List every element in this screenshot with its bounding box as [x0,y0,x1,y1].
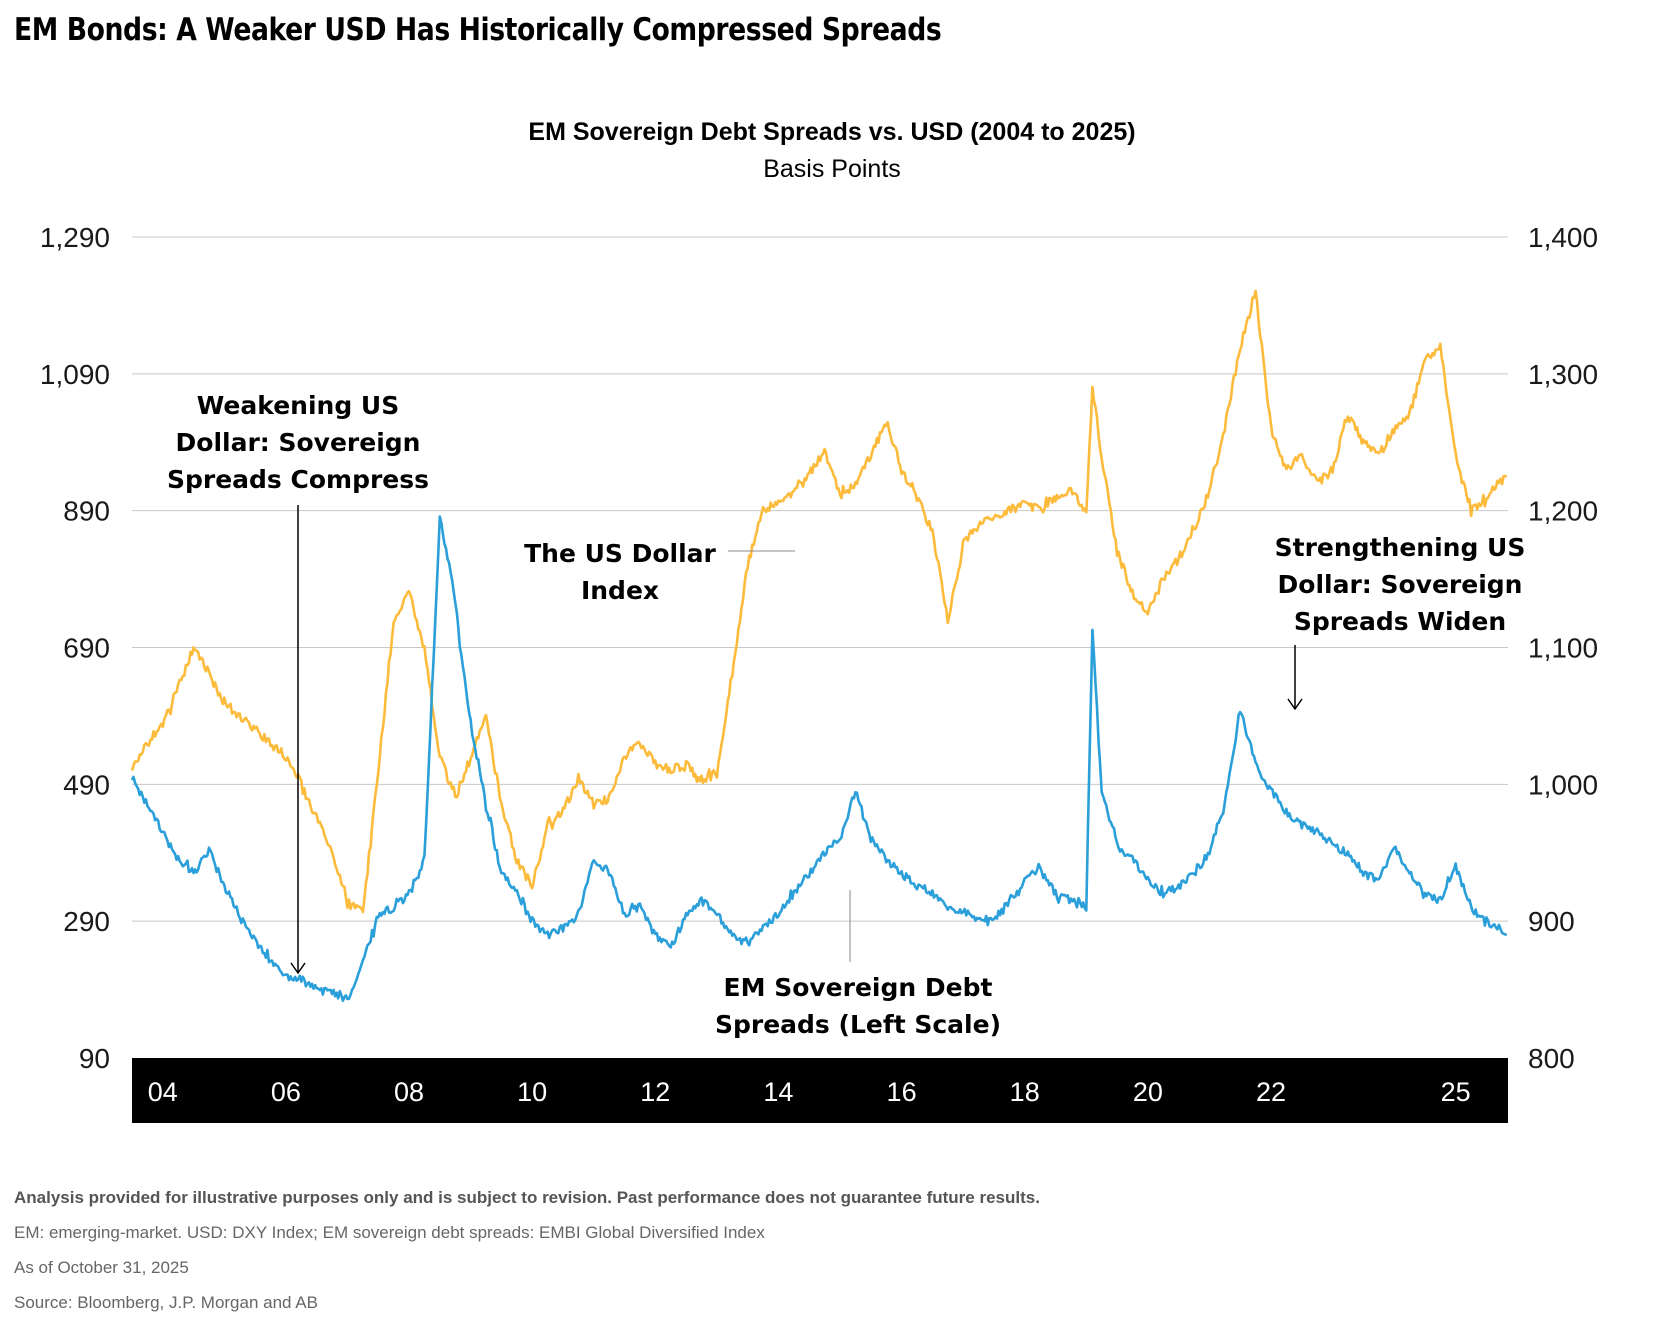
y-axis-left: 90 290 490 690 890 1,090 1,290 [40,222,110,1074]
annotation-usd-index-text: Index [581,576,659,605]
x-tick-label: 20 [1133,1077,1163,1107]
series-group [130,289,1508,1003]
y-left-tick-label: 90 [79,1043,110,1074]
x-tick-label: 14 [763,1077,793,1107]
chart-subtitle: Basis Points [763,155,901,183]
annotations: Weakening US Dollar: Sovereign Spreads Com… [167,391,1525,1039]
y-left-tick-label: 490 [63,769,110,800]
x-axis-band [132,1058,1508,1123]
y-left-tick-label: 890 [63,496,110,527]
y-right-tick-label: 1,400 [1528,222,1598,253]
y-right-tick-label: 1,200 [1528,496,1598,527]
page-title: EM Bonds: A Weaker USD Has Historically … [14,12,942,48]
y-right-tick-label: 900 [1528,906,1575,937]
x-axis: 04 06 08 10 12 14 16 18 20 22 25 [148,1077,1471,1107]
annotation-usd-index-text: The US Dollar [524,539,716,568]
x-tick-label: 25 [1441,1077,1471,1107]
annotation-strengthening-text: Strengthening US [1275,533,1526,562]
y-right-tick-label: 1,000 [1528,769,1598,800]
annotation-em-spreads-text: EM Sovereign Debt [724,973,993,1002]
gridlines [132,236,1508,922]
y-left-tick-label: 290 [63,906,110,937]
y-right-tick-label: 1,300 [1528,359,1598,390]
y-right-tick-label: 1,100 [1528,633,1598,664]
em-spreads-line [130,515,1508,1003]
x-tick-label: 16 [887,1077,917,1107]
chart-title: EM Sovereign Debt Spreads vs. USD (2004 … [528,118,1136,146]
y-right-tick-label: 800 [1528,1043,1575,1074]
annotation-weakening-text: Spreads Compress [167,465,429,494]
annotation-weakening-text: Weakening US [197,391,400,420]
arrow-head-icon [290,962,306,975]
disclaimer-note: Analysis provided for illustrative purpo… [14,1188,1040,1207]
x-tick-label: 10 [517,1077,547,1107]
annotation-em-spreads-text: Spreads (Left Scale) [715,1010,1001,1039]
y-left-tick-label: 1,290 [40,222,110,253]
y-left-tick-label: 690 [63,633,110,664]
x-tick-label: 12 [640,1077,670,1107]
chart-canvas: 90 290 490 690 890 1,090 1,290 800 900 1,000 1,10… [40,222,1598,1123]
x-tick-label: 22 [1256,1077,1286,1107]
y-left-tick-label: 1,090 [40,359,110,390]
definitions-note: EM: emerging-market. USD: DXY Index; EM … [14,1223,765,1242]
x-tick-label: 08 [394,1077,424,1107]
source-note: Source: Bloomberg, J.P. Morgan and AB [14,1293,318,1312]
x-tick-label: 18 [1010,1077,1040,1107]
as-of-note: As of October 31, 2025 [14,1258,189,1277]
annotation-strengthening-text: Spreads Widen [1294,607,1506,636]
annotation-strengthening-text: Dollar: Sovereign [1278,570,1523,599]
y-axis-right: 800 900 1,000 1,100 1,200 1,300 1,400 [1528,222,1598,1074]
arrow-head-icon [1287,698,1303,711]
x-tick-label: 04 [148,1077,178,1107]
annotation-weakening-text: Dollar: Sovereign [176,428,421,457]
x-tick-label: 06 [271,1077,301,1107]
usd-index-line [130,289,1508,914]
